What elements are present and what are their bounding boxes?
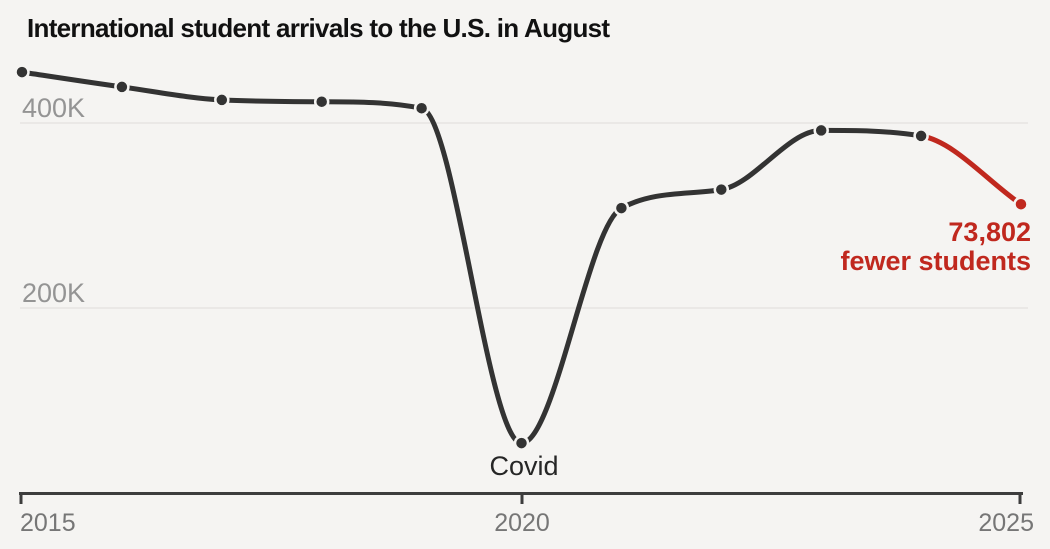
x-tick-label-2015: 2015 bbox=[20, 509, 76, 537]
data-point-2017 bbox=[214, 92, 230, 108]
data-points-group bbox=[14, 64, 1029, 451]
y-tick-label-400k: 400K bbox=[22, 93, 85, 123]
x-tick-label-2020: 2020 bbox=[494, 509, 550, 537]
data-point-2016 bbox=[114, 79, 130, 95]
data-point-2018 bbox=[313, 93, 330, 110]
x-tick-label-2025: 2025 bbox=[978, 509, 1034, 537]
line-highlight bbox=[918, 133, 1024, 207]
data-point-2020 bbox=[513, 435, 530, 451]
covid-annotation: Covid bbox=[489, 451, 558, 481]
annotation-value: 73,802 bbox=[948, 217, 1031, 247]
data-point-2023 bbox=[813, 122, 829, 139]
data-point-2015 bbox=[14, 64, 30, 80]
data-point-2025 bbox=[1013, 196, 1029, 212]
line-main bbox=[19, 69, 924, 446]
data-point-2019 bbox=[413, 100, 430, 116]
chart-title: International student arrivals to the U.… bbox=[27, 13, 610, 43]
data-point-2022 bbox=[713, 181, 730, 198]
annotation-caption: fewer students bbox=[840, 246, 1031, 276]
line-series-group bbox=[19, 69, 1024, 446]
data-point-2024 bbox=[913, 128, 929, 144]
y-tick-label-200k: 200K bbox=[22, 278, 85, 308]
data-point-2021 bbox=[613, 200, 630, 216]
